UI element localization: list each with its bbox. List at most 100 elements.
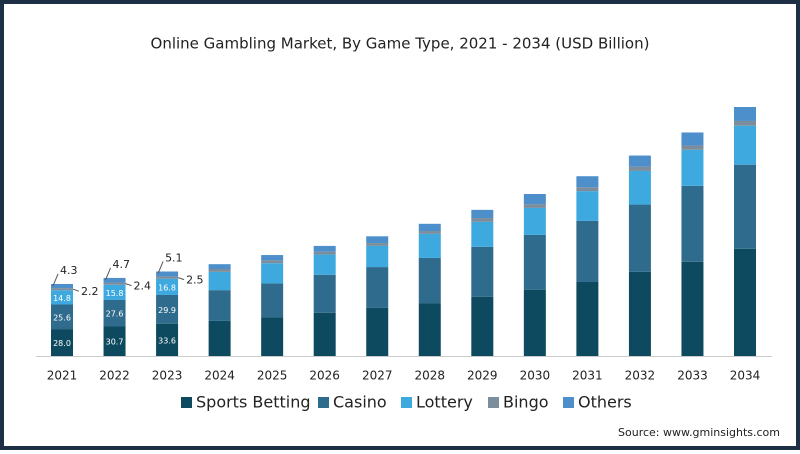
- legend-swatch: [181, 397, 192, 408]
- bar-segment: [576, 176, 599, 188]
- bar-segment: [208, 271, 231, 291]
- bar-segment: [471, 209, 494, 219]
- x-tick-label: 2024: [204, 369, 235, 383]
- bar-segment: [734, 107, 756, 121]
- bar-segment: [261, 283, 284, 318]
- bar-segment: [313, 312, 336, 356]
- bar-segment: [51, 283, 73, 289]
- x-tick-label: 2025: [257, 369, 288, 383]
- value-label: 2.4: [134, 280, 152, 293]
- bar-segment: [471, 246, 494, 297]
- bar-segment: [734, 120, 756, 126]
- bar-segment: [681, 145, 704, 150]
- x-tick-label: 2028: [414, 369, 445, 383]
- legend-label: Sports Betting: [196, 393, 310, 412]
- legend: Sports Betting Casino Lottery Bingo Others: [181, 393, 632, 412]
- legend-swatch: [401, 397, 412, 408]
- bar-segment: [681, 149, 704, 186]
- x-tick-label: 2032: [625, 369, 656, 383]
- bar-segment: [471, 296, 494, 356]
- bar-segment: [313, 245, 336, 252]
- bar-segment: [103, 282, 126, 285]
- bar-segment: [523, 204, 546, 208]
- bar-segment: [103, 284, 126, 300]
- value-label: 2.5: [186, 274, 204, 287]
- value-label: 5.1: [165, 251, 183, 264]
- bar-segment: [681, 185, 704, 262]
- bar-segment: [418, 257, 441, 304]
- bar-segment: [208, 268, 231, 272]
- bar-segment: [156, 271, 179, 277]
- value-label: 33.6: [158, 336, 176, 345]
- value-label: 4.7: [113, 258, 130, 271]
- x-tick-label: 2033: [677, 369, 708, 383]
- value-label: 29.9: [158, 306, 176, 315]
- bar-segment: [103, 277, 126, 283]
- bar-segment: [261, 317, 284, 356]
- bar-segment: [366, 243, 389, 246]
- bar-segment: [51, 288, 73, 291]
- bar-segment: [576, 187, 599, 192]
- leader-line: [72, 288, 80, 292]
- bar-segment: [628, 271, 651, 356]
- bar-segment: [261, 260, 284, 264]
- bar-segment: [576, 191, 599, 221]
- bar-segment: [628, 155, 651, 167]
- bar-segment: [628, 170, 651, 205]
- bar-segment: [103, 326, 126, 356]
- bar-segment: [261, 263, 284, 284]
- bar-segment: [523, 234, 546, 290]
- bar-segment: [471, 218, 494, 222]
- bar-segment: [418, 231, 441, 234]
- bar-segment: [156, 323, 179, 356]
- bar-segment: [366, 307, 389, 356]
- value-label: 16.8: [158, 283, 176, 292]
- bar-segment: [366, 236, 389, 244]
- value-label: 15.8: [106, 289, 124, 298]
- value-label: 2.2: [81, 285, 99, 298]
- leader-line: [125, 283, 132, 287]
- bar-segment: [156, 294, 179, 324]
- x-tick-label: 2026: [309, 369, 340, 383]
- legend-swatch: [563, 397, 574, 408]
- bar-segment: [156, 276, 179, 279]
- bar-segment: [51, 329, 73, 356]
- bar-segment: [366, 267, 389, 308]
- legend-label: Casino: [333, 393, 387, 412]
- x-tick-label: 2031: [572, 369, 603, 383]
- bar-segment: [576, 281, 599, 356]
- x-tick-label: 2021: [47, 369, 78, 383]
- leader-line: [52, 273, 59, 287]
- legend-label: Others: [578, 393, 632, 412]
- leader-line: [157, 261, 164, 274]
- bar-segment: [681, 132, 704, 146]
- bar-segment: [734, 164, 756, 249]
- bar-segment: [313, 254, 336, 275]
- x-tick-label: 2022: [99, 369, 130, 383]
- bar-segment: [313, 274, 336, 313]
- x-tick-label: 2023: [152, 369, 183, 383]
- value-label: 30.7: [106, 338, 124, 347]
- bar-segment: [208, 320, 231, 356]
- bar-segment: [471, 221, 494, 247]
- bar-segment: [418, 303, 441, 356]
- value-label: 4.3: [60, 264, 78, 277]
- bar-segment: [628, 166, 651, 171]
- bar-segment: [576, 220, 599, 282]
- leader-line: [177, 277, 185, 281]
- x-tick-label: 2029: [467, 369, 498, 383]
- bar-segment: [523, 207, 546, 235]
- bar-segment: [261, 255, 284, 261]
- bar-segment: [418, 233, 441, 258]
- legend-swatch: [488, 397, 499, 408]
- bar-segment: [523, 194, 546, 205]
- bar-segment: [156, 278, 179, 295]
- value-label: 27.6: [106, 310, 124, 319]
- bar-segment: [366, 245, 389, 268]
- chart-title: Online Gambling Market, By Game Type, 20…: [151, 35, 650, 53]
- bar-segment: [418, 223, 441, 232]
- bar-segment: [208, 264, 231, 269]
- x-tick-label: 2027: [362, 369, 393, 383]
